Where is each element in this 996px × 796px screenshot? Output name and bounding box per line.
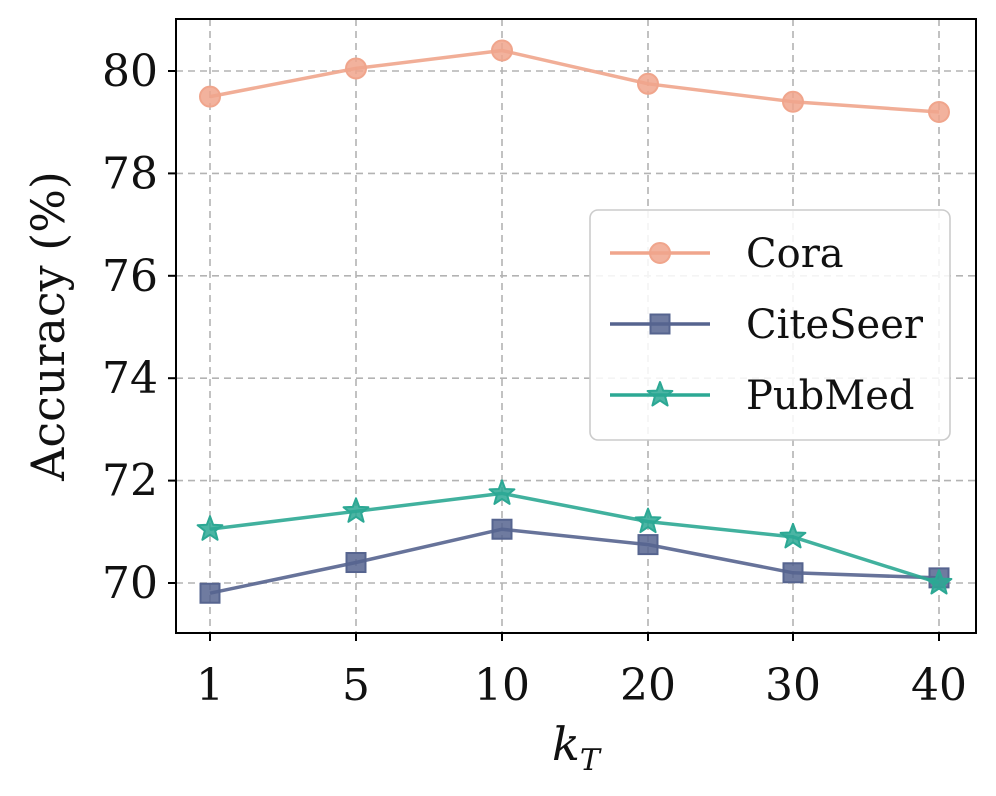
y-tick-label: 80 [102, 46, 158, 97]
series-cora [199, 39, 950, 123]
series-citeseer [199, 518, 950, 604]
citeseer-point [782, 562, 804, 584]
pubmed-point [925, 569, 953, 595]
legend-box [589, 209, 951, 441]
plot-frame [175, 18, 977, 634]
pubmed-point [634, 507, 662, 534]
pubmed-point [342, 497, 370, 523]
citeseer-point [491, 518, 513, 540]
series-layer [196, 39, 953, 604]
pubmed-point [779, 522, 807, 549]
legend-marker-citeseer [649, 313, 671, 335]
series-pubmed [196, 479, 953, 595]
x-tick-label: 1 [196, 660, 224, 711]
pubmed-point [488, 479, 516, 505]
x-tick-label: 5 [342, 660, 370, 711]
x-tick-label: 10 [474, 660, 530, 711]
x-axis: 1 5 10 20 30 40 [196, 633, 967, 711]
y-tick-label: 76 [102, 251, 158, 302]
cora-line [209, 48, 940, 114]
x-tick-label: 20 [620, 660, 676, 711]
y-tick-label: 70 [102, 558, 158, 609]
y-tick-label: 74 [102, 353, 158, 404]
legend-label-pubmed: PubMed [746, 373, 915, 419]
citeseer-point [345, 552, 367, 574]
legend-marker-pubmed [646, 381, 674, 407]
legend-marker-cora [649, 242, 671, 264]
cora-point [782, 90, 804, 113]
pubmed-line [209, 491, 940, 585]
y-axis: 70 72 74 76 78 80 [102, 46, 176, 609]
y-axis-label: Accuracy (%) [21, 171, 75, 482]
cora-point [199, 85, 221, 108]
legend-label-cora: Cora [746, 231, 844, 277]
cora-point [345, 57, 367, 80]
citeseer-point [637, 534, 659, 556]
x-axis-label: kT [552, 717, 602, 778]
y-tick-label: 72 [102, 456, 158, 507]
cora-point [491, 39, 513, 62]
y-tick-label: 78 [102, 148, 158, 199]
cora-point [637, 72, 659, 95]
legend-label-citeseer: CiteSeer [746, 302, 924, 348]
cora-point [928, 100, 950, 123]
citeseer-point [199, 582, 221, 604]
x-tick-label: 30 [765, 660, 821, 711]
citeseer-line [209, 527, 940, 595]
x-tick-label: 40 [911, 660, 967, 711]
legend: Cora CiteSeer PubMed [589, 209, 951, 441]
pubmed-point [196, 515, 224, 541]
